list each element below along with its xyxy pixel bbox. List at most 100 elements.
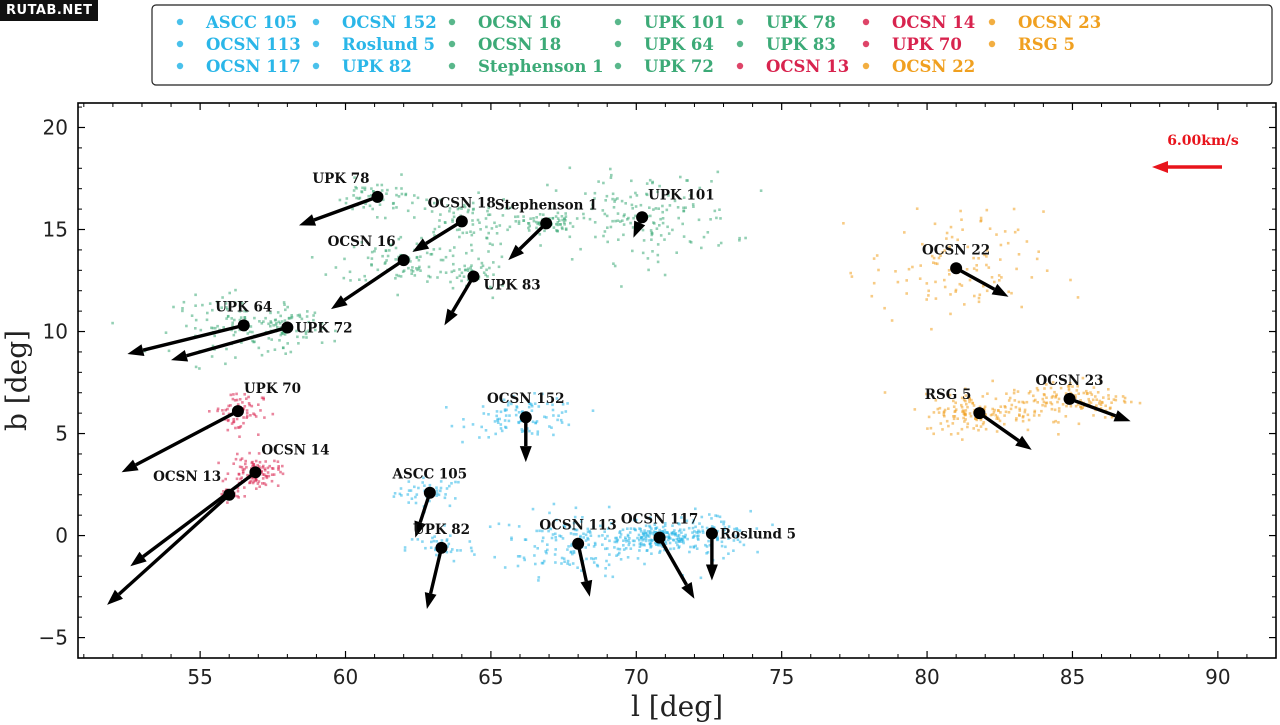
velocity-arrow <box>313 195 379 222</box>
member-point <box>260 469 264 473</box>
member-point <box>487 250 490 253</box>
member-point <box>564 215 568 218</box>
member-point <box>1018 407 1021 411</box>
member-point <box>535 226 538 230</box>
cluster-label: OCSN 22 <box>922 242 990 258</box>
member-point <box>993 408 996 412</box>
cluster-label: UPK 72 <box>295 320 352 336</box>
member-point <box>556 221 560 224</box>
member-point <box>1057 410 1061 413</box>
member-point <box>533 554 536 557</box>
member-point <box>907 267 911 271</box>
member-point <box>432 539 436 543</box>
member-point <box>500 255 504 259</box>
member-point <box>682 196 686 199</box>
member-point <box>1076 296 1080 299</box>
member-point <box>494 432 497 436</box>
member-point <box>472 231 476 234</box>
legend-entry: UPK 101 <box>644 13 725 32</box>
velocity-arrowhead <box>331 295 348 310</box>
member-point <box>593 221 597 224</box>
member-point <box>551 533 555 536</box>
member-point <box>469 546 473 550</box>
member-point <box>934 399 938 402</box>
member-point <box>243 318 247 321</box>
member-point <box>615 540 619 544</box>
member-point <box>471 201 475 205</box>
member-point <box>555 222 558 226</box>
member-point <box>684 206 687 209</box>
member-point <box>669 547 672 551</box>
member-point <box>1107 388 1110 391</box>
member-point <box>717 244 720 247</box>
member-point <box>444 271 448 274</box>
member-point <box>277 465 280 468</box>
member-point <box>257 346 261 350</box>
member-point <box>616 197 619 200</box>
member-point <box>235 417 239 421</box>
member-point <box>443 524 446 527</box>
member-point <box>433 227 437 231</box>
member-point <box>681 222 684 226</box>
member-point <box>719 241 723 245</box>
member-point <box>1049 401 1052 404</box>
member-point <box>1013 388 1016 392</box>
member-point <box>252 480 255 483</box>
member-point <box>872 281 876 285</box>
member-point <box>310 256 314 259</box>
member-point <box>236 403 240 406</box>
member-point <box>211 326 215 330</box>
member-point <box>941 428 944 431</box>
member-point <box>688 550 691 554</box>
velocity-arrowhead <box>444 308 458 326</box>
member-point <box>467 208 470 212</box>
member-point <box>682 528 686 532</box>
legend-entry: OCSN 13 <box>766 57 849 76</box>
member-point <box>376 183 379 187</box>
member-point <box>520 430 524 433</box>
legend-marker <box>614 18 622 26</box>
member-point <box>572 527 576 531</box>
member-point <box>546 402 549 406</box>
member-point <box>222 326 225 329</box>
member-point <box>603 230 607 233</box>
member-point <box>700 515 704 519</box>
member-point <box>979 219 983 222</box>
member-point <box>439 213 442 216</box>
member-point <box>386 188 389 192</box>
member-point <box>965 268 969 271</box>
member-point <box>167 349 171 353</box>
member-point <box>648 206 651 209</box>
member-point <box>232 418 235 421</box>
member-point <box>225 306 228 309</box>
y-tick-label: 0 <box>55 524 68 548</box>
member-point <box>628 531 632 534</box>
member-point <box>480 261 484 265</box>
member-point <box>591 203 594 207</box>
member-point <box>504 414 508 417</box>
member-point <box>609 522 613 525</box>
member-point <box>399 235 403 239</box>
member-point <box>590 207 594 211</box>
member-point <box>552 206 556 210</box>
member-point <box>582 212 585 216</box>
member-point <box>210 355 214 358</box>
member-point <box>612 262 615 265</box>
member-point <box>942 413 946 417</box>
member-point <box>676 206 680 209</box>
member-point <box>609 167 612 171</box>
member-point <box>701 529 705 532</box>
member-point <box>400 187 403 190</box>
cluster-center-marker <box>540 217 553 230</box>
velocity-scale-label: 6.00km/s <box>1167 133 1239 149</box>
member-point <box>665 535 668 539</box>
member-point <box>514 220 518 223</box>
member-point <box>499 242 502 246</box>
member-point <box>468 540 472 543</box>
member-point <box>283 319 287 322</box>
member-point <box>663 528 667 532</box>
member-point <box>1003 405 1007 408</box>
member-point <box>210 326 213 330</box>
member-point <box>968 278 972 282</box>
member-point <box>507 523 511 527</box>
